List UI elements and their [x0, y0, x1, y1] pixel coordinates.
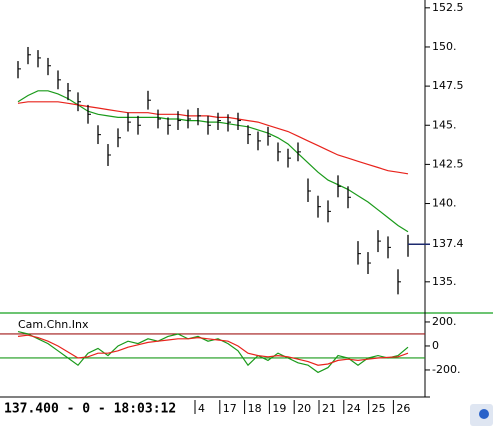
x-tick-label: 21: [322, 402, 336, 415]
moving-average: [17, 90, 409, 233]
y-tick-label: 142.5: [432, 157, 464, 170]
x-tick-label: 20: [297, 402, 311, 415]
x-tick-label: 19: [272, 402, 286, 415]
x-tick-label: 24: [347, 402, 361, 415]
moving-average: [17, 101, 409, 175]
x-tick-label: 18: [248, 402, 262, 415]
x-tick-label: 25: [372, 402, 386, 415]
x-tick-label: 17: [223, 402, 237, 415]
last-price-label: 137.4: [432, 237, 464, 250]
y-tick-label: 152.5: [432, 1, 464, 14]
y-tick-label: 135.: [432, 275, 457, 288]
y-tick-label: -200.: [432, 363, 460, 376]
indicator-line: [17, 334, 409, 366]
last-price-box: [430, 237, 464, 252]
indicator-title: Cam.Chn.Inx: [18, 318, 89, 331]
y-tick-label: 150.: [432, 40, 457, 53]
y-tick-label: 145.: [432, 118, 457, 131]
x-tick-label: 26: [396, 402, 410, 415]
y-tick-label: 0: [432, 339, 439, 352]
y-tick-label: 140.: [432, 197, 457, 210]
y-tick-label: 147.5: [432, 79, 464, 92]
y-tick-label: 200.: [432, 315, 457, 328]
x-tick-label: 4: [198, 402, 205, 415]
status-text: 137.400 - 0 - 18:03:12: [4, 402, 176, 417]
corner-icon-dot: [479, 409, 489, 419]
